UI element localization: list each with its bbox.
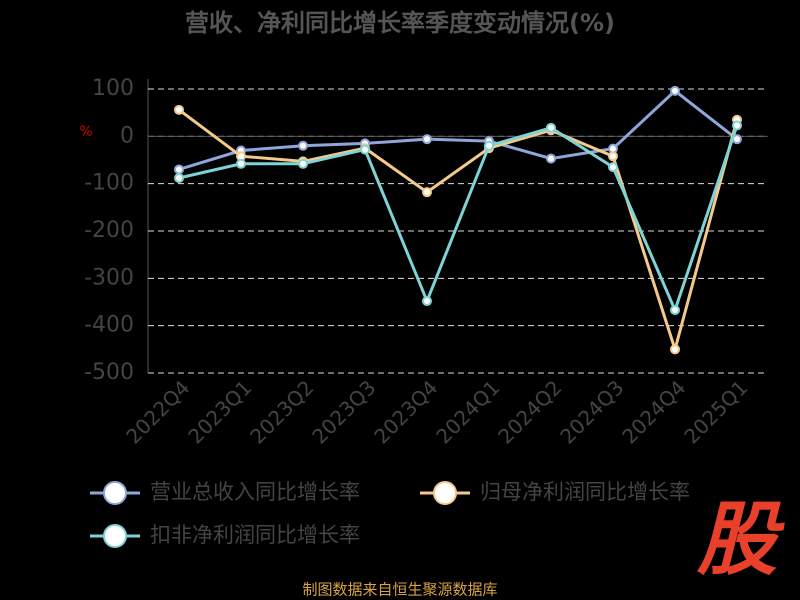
- watermark: 股: [696, 493, 785, 586]
- point: [174, 164, 184, 175]
- point: [546, 153, 556, 164]
- point: [298, 158, 308, 169]
- x-tick-label: 2024Q2: [493, 375, 566, 448]
- source: 制图数据来自恒生聚源数据库: [302, 581, 497, 599]
- point: [422, 187, 432, 198]
- y-tick-label: -200: [84, 218, 134, 243]
- y-tick-label: 100: [92, 76, 134, 101]
- series-line: [178, 88, 738, 171]
- legend-marker: [103, 524, 127, 548]
- x-tick-label: 2024Q3: [555, 375, 628, 448]
- point: [670, 85, 680, 96]
- point: [422, 296, 432, 307]
- point: [670, 344, 680, 355]
- point: [174, 104, 184, 115]
- x-tick-label: 2022Q4: [121, 375, 194, 448]
- point: [298, 140, 308, 151]
- y-axis-label: %: [79, 124, 92, 140]
- point: [608, 162, 618, 173]
- y-tick-label: -500: [84, 360, 134, 385]
- point: [422, 134, 432, 145]
- y-tick-label: -400: [84, 313, 134, 338]
- x-tick-label: 2024Q4: [617, 375, 690, 448]
- point: [174, 172, 184, 183]
- point: [546, 122, 556, 133]
- legend-marker: [433, 481, 457, 505]
- series-line: [178, 124, 739, 315]
- point: [608, 151, 618, 162]
- point: [732, 120, 742, 131]
- point: [360, 144, 370, 155]
- legend-marker: [103, 481, 127, 505]
- x-tick-label: 2023Q1: [183, 375, 256, 448]
- legend-label: 营业总收入同比增长率: [150, 480, 360, 504]
- point: [670, 305, 680, 316]
- y-tick-label: -300: [84, 265, 134, 290]
- legend-label: 归母净利润同比增长率: [480, 480, 690, 504]
- x-tick-label: 2024Q1: [431, 375, 504, 448]
- y-tick-label: -100: [84, 171, 134, 196]
- x-tick-label: 2023Q4: [369, 375, 442, 448]
- chart-title: 营收、净利同比增长率季度变动情况(%): [185, 9, 615, 37]
- point: [484, 140, 494, 151]
- legend-label: 扣非净利润同比增长率: [150, 523, 360, 547]
- series-line: [178, 108, 739, 355]
- point: [236, 158, 246, 169]
- y-tick-label: 0: [120, 123, 134, 148]
- x-tick-label: 2025Q1: [679, 375, 752, 448]
- x-tick-label: 2023Q2: [245, 375, 318, 448]
- x-tick-label: 2023Q3: [307, 375, 380, 448]
